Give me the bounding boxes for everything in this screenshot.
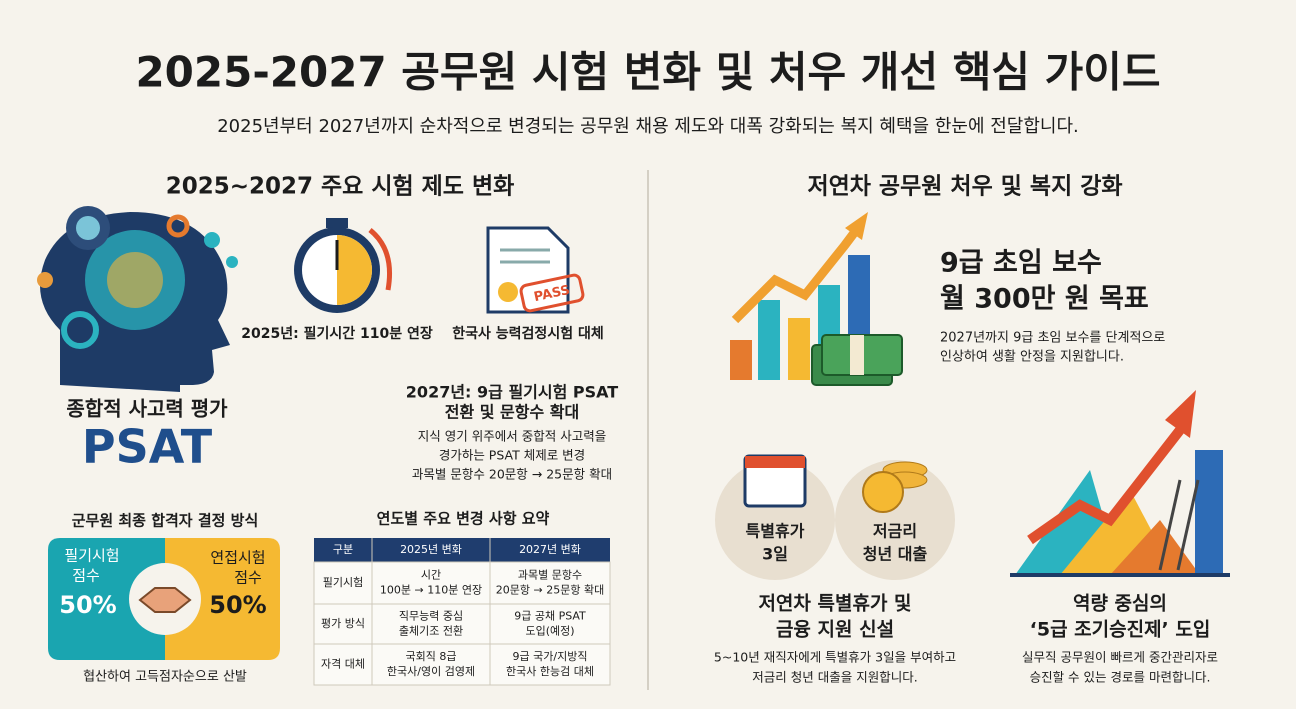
table bbox=[313, 538, 611, 686]
table-cell: 국회직 8급 bbox=[406, 650, 457, 663]
promotion-text: 승진할 수 있는 경로를 마련합니다. bbox=[1030, 670, 1211, 685]
item: 2025년: 필기시간 110분 연장 bbox=[241, 325, 433, 342]
table-cell: 필기시험 bbox=[323, 576, 363, 589]
pay-title: 월 300만 원 목표 bbox=[940, 284, 1149, 315]
promotion-illustration bbox=[1010, 390, 1230, 577]
block-text: 지식 영기 위주에서 중합적 사고력을 bbox=[418, 429, 606, 444]
title: 2025-2027 공무원 시험 변화 및 처우 개선 핵심 가이드 bbox=[135, 48, 1160, 97]
table-header: 2027년 변화 bbox=[519, 543, 581, 556]
table-cell: 한국사 한능검 대체 bbox=[506, 665, 594, 678]
decision-share: 50% bbox=[59, 591, 116, 619]
table-cell: 20문항 → 25문항 확대 bbox=[496, 584, 604, 597]
table-cell: 출체기조 전환 bbox=[399, 625, 463, 638]
decision-label: 연접시험 bbox=[210, 549, 265, 567]
table-cell: 직무능력 중심 bbox=[399, 610, 463, 623]
table-cell: 9급 공채 PSAT bbox=[514, 610, 586, 623]
badge-text: 청년 대출 bbox=[863, 545, 928, 564]
table-body: 필기시험 시간 100분 → 110분 연장 과목별 문항수 20문항 → 25문항 확… bbox=[321, 569, 604, 679]
subtitle: 2025년부터 2027년까지 순차적으로 변경되는 공무원 채용 제도와 대폭… bbox=[217, 116, 1079, 137]
table-cell: 한국사/영이 검영제 bbox=[387, 665, 475, 678]
badge-icons bbox=[715, 454, 955, 580]
stamp: PASS bbox=[533, 283, 572, 305]
leave-text: 5~10년 재직자에게 특별휴가 3일을 부여하고 bbox=[714, 650, 956, 665]
badge-text: 3일 bbox=[762, 545, 788, 564]
pay-title: 9급 초임 보수 bbox=[940, 248, 1102, 279]
table-cell: 평가 방식 bbox=[321, 617, 365, 630]
pay-text: 인상하여 생활 안정을 지원합니다. bbox=[940, 350, 1124, 365]
psat-name: PSAT bbox=[82, 420, 213, 474]
block-title: 2027년: 9급 필기시험 PSAT bbox=[406, 383, 618, 402]
table-cell: 도입(예정) bbox=[525, 625, 574, 638]
table-cell: 9급 국가/지방직 bbox=[513, 650, 588, 663]
table-cell: 100분 → 110분 연장 bbox=[380, 584, 482, 597]
decision-caption: 협산하여 고득점자순으로 산발 bbox=[83, 670, 247, 685]
decision-label: 점수 bbox=[234, 569, 262, 587]
leave-title: 금융 지원 신설 bbox=[776, 619, 894, 641]
promotion-text: 실무직 공무원이 빠르게 중간관리자로 bbox=[1022, 650, 1218, 665]
promotion-title: ‘5급 조기승진제’ 도입 bbox=[1030, 619, 1211, 641]
decision-share: 50% bbox=[209, 591, 266, 619]
section-title: 2025~2027 주요 시험 제도 변화 bbox=[166, 174, 515, 200]
growth-illustration bbox=[730, 212, 903, 386]
decision-label: 필기시험 bbox=[64, 547, 119, 565]
table-cell: 과목별 문항수 bbox=[518, 569, 582, 582]
decision-label: 점수 bbox=[72, 567, 100, 585]
stopwatch-icon bbox=[294, 218, 393, 313]
pay-text: 2027년까지 9급 초임 보수를 단계적으로 bbox=[940, 331, 1165, 346]
block-title: 전환 및 문항수 확대 bbox=[445, 403, 579, 422]
table-header: 구분 bbox=[333, 543, 353, 556]
table-cell: 자격 대체 bbox=[321, 658, 365, 671]
decision-box bbox=[48, 538, 280, 660]
psat-label: 종합적 사고력 평가 bbox=[66, 397, 228, 421]
decision-title: 군무원 최종 합격자 결정 방식 bbox=[72, 512, 259, 530]
head-illustration bbox=[37, 206, 238, 392]
table-cell: 시간 bbox=[421, 569, 441, 582]
badge-text: 저금리 bbox=[873, 522, 917, 541]
block-text: 과목별 문항수 20문항 → 25문항 확대 bbox=[412, 467, 612, 482]
promotion-title: 역량 중심의 bbox=[1073, 593, 1167, 615]
leave-title: 저연차 특별휴가 및 bbox=[758, 593, 911, 615]
section-title: 저연차 공무원 처우 및 복지 강화 bbox=[807, 174, 1122, 200]
leave-text: 저금리 청년 대출을 지원합니다. bbox=[752, 670, 917, 685]
table-title: 연도별 주요 변경 사항 요약 bbox=[377, 510, 550, 528]
badge-text: 특별휴가 bbox=[746, 522, 805, 541]
document-icon bbox=[486, 226, 585, 314]
block-text: 경가하는 PSAT 체제로 변경 bbox=[439, 448, 585, 463]
table-header: 2025년 변화 bbox=[400, 543, 462, 556]
item: 한국사 능력검정시험 대체 bbox=[452, 325, 603, 342]
